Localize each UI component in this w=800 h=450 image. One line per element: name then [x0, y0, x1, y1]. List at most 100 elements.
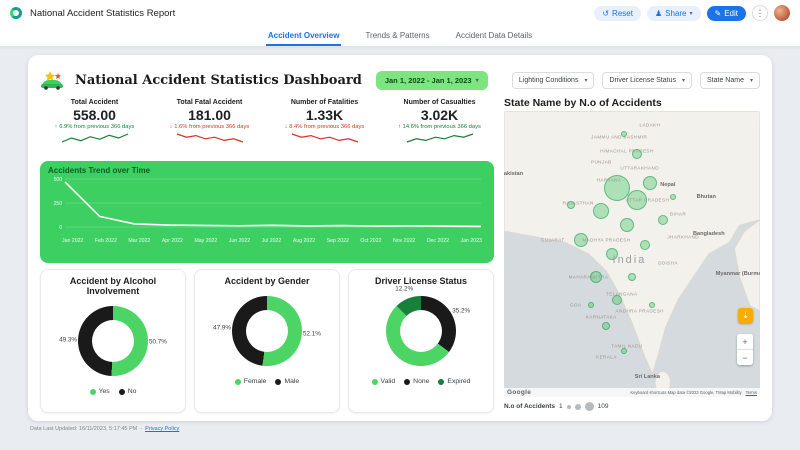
reset-button[interactable]: ↺ Reset — [594, 5, 641, 21]
map-label: ODISHA — [657, 260, 678, 266]
map-label: MAHARASHTRA — [568, 274, 609, 280]
accident-bubble[interactable] — [573, 232, 588, 247]
report-title: National Accident Statistics Report — [30, 7, 176, 19]
map-label: India — [612, 253, 647, 266]
accident-bubble[interactable] — [669, 193, 676, 200]
accident-bubble[interactable] — [639, 240, 650, 251]
accident-bubble[interactable] — [621, 348, 628, 355]
accident-bubble[interactable] — [627, 189, 648, 210]
map-title: State Name by N.o of Accidents — [504, 97, 662, 109]
license-donut-chart[interactable]: 35.2% 12.2% — [373, 286, 471, 376]
accident-bubble[interactable] — [621, 130, 628, 137]
trend-x-label: Jun 2022 — [228, 238, 251, 244]
accident-bubble[interactable] — [566, 201, 575, 210]
gender-donut-chart[interactable]: 52.1% 47.9% — [213, 288, 321, 376]
tab-accident-data-details[interactable]: Accident Data Details — [455, 30, 533, 40]
map-panel: State Name by N.o of Accidents ⇣ + − G — [504, 97, 760, 413]
accident-bubble[interactable] — [605, 248, 618, 260]
user-avatar[interactable] — [774, 5, 790, 21]
donut-slice-label: 35.2% — [452, 307, 471, 315]
map-label: GUJARAT — [540, 237, 565, 243]
map-label: JAMMU AND KASHMIR — [591, 134, 648, 140]
legend-item-valid[interactable]: Valid — [371, 378, 395, 385]
map-pegman-button[interactable]: ⇣ — [738, 308, 753, 323]
legend-item-no[interactable]: No — [118, 388, 136, 395]
map-canvas[interactable]: ⇣ + − Google Keyboard shortcuts Map data… — [504, 111, 760, 397]
legend-item-none[interactable]: None — [404, 378, 429, 385]
donut-slice-label: 52.1% — [302, 330, 321, 338]
accident-bubble[interactable] — [657, 214, 668, 225]
kpi-sparkline — [155, 131, 264, 143]
trend-x-label: Jan 2022 — [62, 238, 84, 244]
google-logo: Google — [507, 389, 532, 396]
car-stars-icon — [41, 71, 63, 90]
map-label: UTTAR PRADESH — [625, 197, 670, 203]
chevron-down-icon: ▾ — [689, 10, 693, 17]
trend-x-label: Jan 2023 — [460, 238, 482, 244]
legend-item-yes[interactable]: Yes — [89, 388, 110, 395]
accidents-trend-chart-card[interactable]: Accidents Trend over Time 0 250 500 Jan 20… — [40, 161, 494, 263]
tab-accident-overview[interactable]: Accident Overview — [265, 26, 342, 46]
legend-dot — [89, 388, 96, 395]
filter-driver-license-status[interactable]: Driver License Status ▾ — [602, 71, 693, 89]
map-label: HIMACHAL PRADESH — [600, 148, 654, 154]
accident-bubble[interactable] — [603, 175, 630, 202]
legend-dot — [371, 378, 378, 385]
donut-slice-label: 50.7% — [149, 338, 167, 346]
trend-x-label: May 2022 — [194, 238, 218, 244]
report-canvas: National Accident Statistics Dashboard J… — [0, 47, 800, 450]
trend-x-label: Aug 2022 — [292, 238, 316, 244]
map-label: PUNJAB — [591, 159, 612, 165]
map-terms-link[interactable]: Terms — [745, 390, 757, 395]
filter-lighting-conditions[interactable]: Lighting Conditions ▾ — [511, 71, 595, 89]
more-options-button[interactable]: ⋮ — [752, 5, 768, 21]
accident-bubble[interactable] — [611, 294, 622, 305]
map-attribution: Keyboard shortcuts Map data ©2023 Google… — [630, 390, 742, 395]
kpi-delta: ↑ 14.6% from previous 366 days — [398, 124, 481, 130]
date-range-picker[interactable]: Jan 1, 2022 - Jan 1, 2023 ▾ — [375, 70, 488, 90]
chevron-down-icon: ▾ — [475, 77, 479, 84]
privacy-policy-link[interactable]: Privacy Policy — [145, 426, 180, 432]
donut-slice-label: 49.3% — [59, 336, 77, 344]
map-label: KERALA — [596, 354, 617, 360]
top-bar: National Accident Statistics Report ↺ Re… — [0, 0, 800, 26]
trend-chart-title: Accidents Trend over Time — [48, 166, 151, 175]
kpi-delta: ↓ 1.6% from previous 366 days — [169, 124, 250, 130]
accident-bubble[interactable] — [619, 218, 634, 233]
accident-bubble[interactable] — [593, 203, 610, 220]
kpi-number-of-casualties: Number of Casualties 3.02K ↑ 14.6% from … — [385, 97, 494, 155]
tab-trends-patterns[interactable]: Trends & Patterns — [365, 30, 430, 40]
map-label: TAMIL NADU — [611, 343, 643, 349]
share-button[interactable]: ♟ Share ▾ — [646, 5, 701, 21]
kpi-sparkline — [40, 131, 149, 143]
accident-bubble[interactable] — [642, 175, 657, 190]
accident-bubble[interactable] — [649, 302, 656, 309]
map-label: Myanmar (Burma) — [715, 271, 760, 278]
svg-text:250: 250 — [54, 201, 63, 207]
kpi-total-fatal-accident: Total Fatal Accident 181.00 ↓ 1.6% from … — [155, 97, 264, 155]
map-label: Bangladesh — [692, 230, 725, 237]
accident-bubble[interactable] — [632, 148, 643, 159]
person-add-icon: ♟ — [654, 8, 663, 18]
trend-x-label: Sep 2022 — [326, 238, 349, 244]
filter-state-name[interactable]: State Name ▾ — [700, 71, 760, 89]
chevron-down-icon: ▾ — [682, 77, 686, 84]
accident-bubble[interactable] — [628, 272, 636, 281]
alcohol-donut-chart[interactable]: 50.7% 49.3% — [59, 298, 167, 386]
edit-button[interactable]: ✎ Edit — [706, 5, 746, 21]
zoom-out-button[interactable]: − — [737, 350, 753, 365]
map-label: HARYANA — [596, 177, 622, 183]
legend-item-female[interactable]: Female — [234, 378, 266, 385]
reset-icon: ↺ — [602, 8, 610, 18]
accident-bubble[interactable] — [602, 321, 611, 330]
legend-item-expired[interactable]: Expired — [438, 378, 470, 385]
accident-bubble[interactable] — [588, 302, 595, 309]
zoom-in-button[interactable]: + — [737, 334, 753, 349]
legend-item-male[interactable]: Male — [275, 378, 299, 385]
accident-bubble[interactable] — [590, 270, 603, 283]
map-zoom-control: + − — [737, 334, 753, 365]
kpi-total-accident: Total Accident 558.00 ↑ 6.9% from previo… — [40, 97, 149, 155]
map-label: UTTARAKHAND — [620, 165, 659, 171]
kpi-number-of-fatalities: Number of Fatalities 1.33K ↓ 8.4% from p… — [270, 97, 379, 155]
legend-dot — [234, 378, 241, 385]
